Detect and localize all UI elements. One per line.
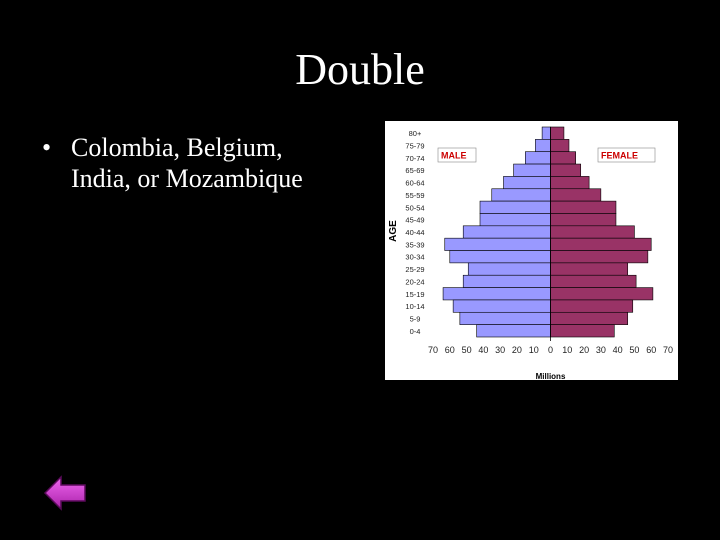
female-bar [550, 324, 615, 338]
male-bar [449, 250, 551, 264]
x-tick-label: 20 [579, 345, 589, 355]
male-bar [479, 213, 551, 227]
female-legend-box [597, 147, 656, 163]
male-bar [513, 163, 551, 177]
female-bar [550, 237, 652, 251]
age-tick-label: 75-79 [405, 142, 424, 151]
x-tick-label: 30 [495, 345, 505, 355]
x-tick-label: 40 [478, 345, 488, 355]
age-tick-label: 65-69 [405, 166, 424, 175]
female-bar [550, 126, 565, 140]
female-bar [550, 299, 634, 313]
population-pyramid-chart: 80+ 75-79 70-74 65-69 60-64 55-59 50-54 45-49 40… [385, 121, 678, 380]
female-bar [550, 287, 654, 301]
age-tick-label: 15-19 [405, 290, 424, 299]
female-bar [550, 163, 582, 177]
x-tick-label: 30 [596, 345, 606, 355]
female-bar [550, 139, 570, 153]
x-tick-label: 10 [562, 345, 572, 355]
back-arrow-icon[interactable] [43, 474, 87, 512]
male-bar [476, 324, 551, 338]
y-axis-label: AGE [388, 220, 399, 242]
female-legend-label: FEMALE [601, 151, 638, 161]
age-tick-label: 10-14 [405, 302, 424, 311]
page-title: Double [295, 45, 425, 94]
female-bar [550, 274, 637, 288]
male-bar [467, 262, 551, 276]
age-tick-label: 5-9 [410, 314, 421, 323]
male-bar [541, 126, 551, 140]
male-legend-label: MALE [441, 151, 467, 161]
female-bar [550, 311, 629, 325]
male-bar [452, 299, 551, 313]
bullet-item: Colombia, Belgium, India, or Mozambique [42, 132, 342, 194]
bullet-list: Colombia, Belgium, India, or Mozambique [42, 132, 342, 194]
age-tick-label: 25-29 [405, 265, 424, 274]
male-bar [503, 176, 551, 190]
x-tick-label: 60 [445, 345, 455, 355]
age-tick-label: 70-74 [405, 154, 424, 163]
age-tick-label: 20-24 [405, 277, 424, 286]
x-tick-label: 50 [462, 345, 472, 355]
chart-svg: 80+ 75-79 70-74 65-69 60-64 55-59 50-54 45-49 40… [388, 126, 673, 380]
age-tick-label: 50-54 [405, 203, 424, 212]
female-bar [550, 262, 629, 276]
female-bar [550, 151, 576, 165]
male-bar [491, 188, 551, 202]
female-bar [550, 188, 602, 202]
age-tick-label: 0-4 [410, 327, 421, 336]
age-tick-label: 80+ [409, 129, 422, 138]
age-tick-label: 45-49 [405, 216, 424, 225]
x-tick-label: 20 [512, 345, 522, 355]
x-tick-label: 0 [548, 345, 553, 355]
x-tick-label: 10 [529, 345, 539, 355]
male-legend-box [437, 147, 477, 163]
age-tick-label: 35-39 [405, 240, 424, 249]
age-tick-label: 60-64 [405, 179, 424, 188]
male-bar [535, 139, 551, 153]
age-tick-label: 40-44 [405, 228, 424, 237]
x-tick-label: 50 [629, 345, 639, 355]
x-tick-label: 60 [646, 345, 656, 355]
male-bar [444, 237, 551, 251]
male-bar [459, 311, 551, 325]
female-bar [550, 225, 635, 239]
male-bar [479, 200, 551, 214]
female-bar [550, 213, 617, 227]
age-tick-label: 55-59 [405, 191, 424, 200]
male-bar [525, 151, 551, 165]
female-bar [550, 250, 649, 264]
x-tick-label: 70 [663, 345, 673, 355]
male-bar [442, 287, 551, 301]
x-tick-label: 70 [428, 345, 438, 355]
x-tick-label: 40 [613, 345, 623, 355]
female-bar [550, 176, 590, 190]
male-bar [462, 274, 551, 288]
x-axis-label: Millions [536, 372, 566, 380]
female-bar [550, 200, 617, 214]
left-arrow-icon [43, 475, 86, 511]
male-bar [462, 225, 551, 239]
age-tick-label: 30-34 [405, 253, 424, 262]
